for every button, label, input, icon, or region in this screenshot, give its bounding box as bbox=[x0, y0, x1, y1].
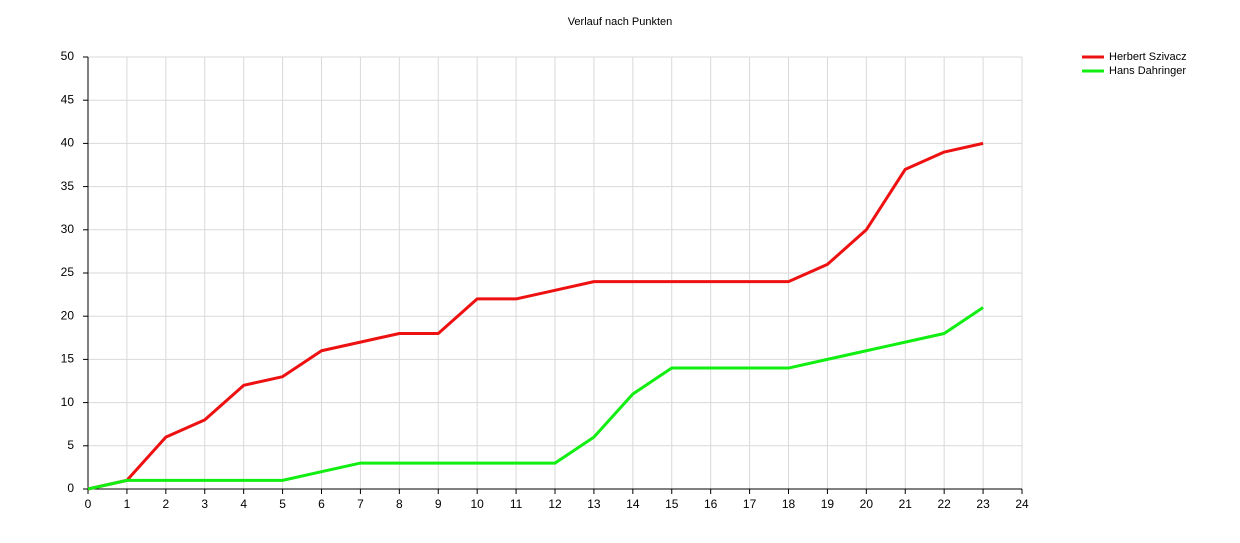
x-tick-label: 7 bbox=[357, 497, 364, 511]
x-tick-label: 11 bbox=[510, 497, 523, 511]
y-tick-label: 10 bbox=[61, 395, 75, 409]
x-tick-label: 5 bbox=[279, 497, 286, 511]
x-tick-label: 18 bbox=[782, 497, 796, 511]
y-tick-label: 0 bbox=[67, 481, 74, 495]
x-tick-label: 8 bbox=[396, 497, 403, 511]
x-tick-label: 2 bbox=[162, 497, 169, 511]
y-tick-label: 20 bbox=[61, 308, 75, 322]
y-tick-label: 50 bbox=[61, 49, 75, 63]
y-tick-label: 25 bbox=[61, 265, 75, 279]
x-tick-label: 23 bbox=[976, 497, 990, 511]
x-tick-label: 1 bbox=[124, 497, 131, 511]
series-line bbox=[87, 306, 984, 491]
x-tick-label: 13 bbox=[587, 497, 601, 511]
y-tick-label: 30 bbox=[61, 222, 75, 236]
chart-title: Verlauf nach Punkten bbox=[568, 16, 673, 28]
x-tick-label: 6 bbox=[318, 497, 325, 511]
x-tick-label: 21 bbox=[899, 497, 913, 511]
x-tick-label: 20 bbox=[860, 497, 874, 511]
x-tick-label: 16 bbox=[704, 497, 718, 511]
x-tick-label: 19 bbox=[821, 497, 835, 511]
x-tick-label: 17 bbox=[743, 497, 757, 511]
legend-text: Hans Dahringer bbox=[1109, 65, 1186, 77]
x-tick-label: 22 bbox=[937, 497, 951, 511]
y-tick-label: 35 bbox=[61, 179, 75, 193]
x-tick-label: 15 bbox=[665, 497, 679, 511]
x-tick-label: 4 bbox=[240, 497, 247, 511]
y-tick-label: 40 bbox=[61, 136, 75, 150]
x-tick-label: 14 bbox=[626, 497, 640, 511]
x-tick-label: 10 bbox=[470, 497, 484, 511]
x-tick-label: 9 bbox=[435, 497, 442, 511]
y-tick-label: 45 bbox=[61, 92, 75, 106]
y-tick-label: 5 bbox=[67, 438, 74, 452]
x-tick-label: 24 bbox=[1015, 497, 1029, 511]
series-line bbox=[87, 141, 984, 491]
x-tick-label: 0 bbox=[85, 497, 92, 511]
x-tick-label: 3 bbox=[201, 497, 208, 511]
legend-text: Herbert Szivacz bbox=[1109, 51, 1187, 63]
y-tick-label: 15 bbox=[61, 352, 75, 366]
x-tick-label: 12 bbox=[548, 497, 562, 511]
